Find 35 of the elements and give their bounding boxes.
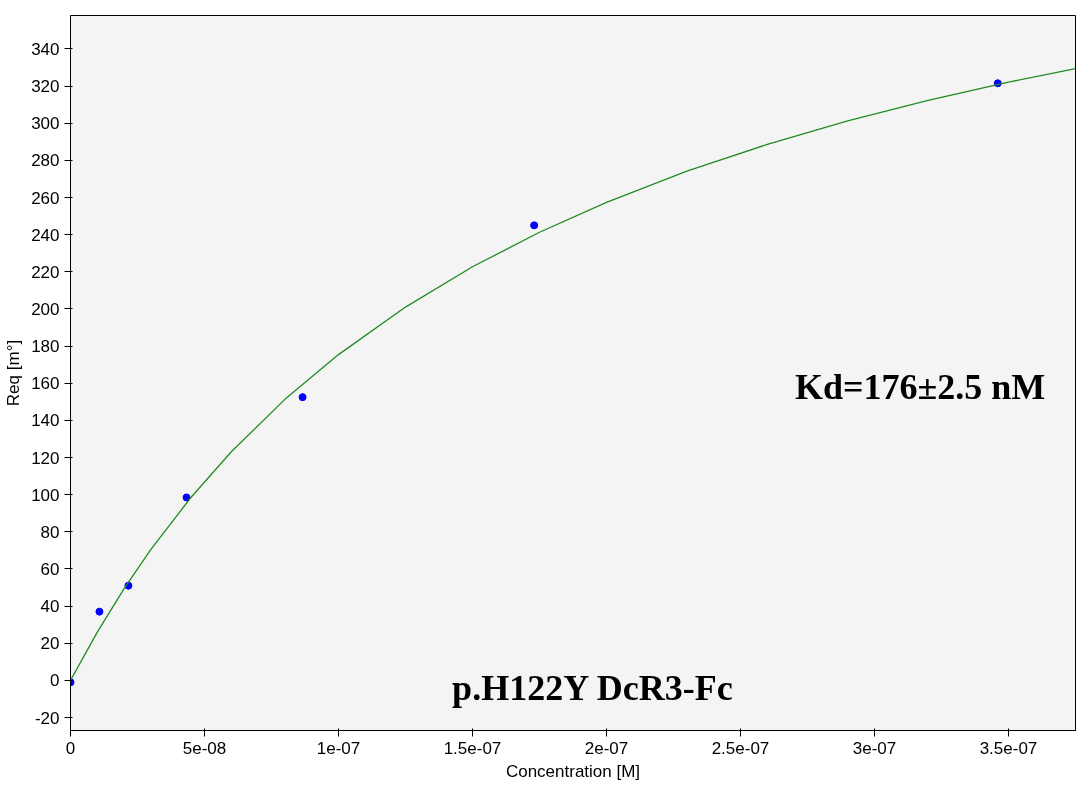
y-tick-label: 300	[31, 114, 60, 134]
y-tick-label: 200	[31, 299, 60, 319]
x-tick-label: 5e-08	[182, 738, 227, 758]
y-tick-label: 40	[40, 597, 60, 617]
x-tick-label: 1.5e-07	[443, 738, 502, 758]
y-tick-label: 140	[31, 411, 60, 431]
x-axis-title: Concentration [M]	[505, 761, 641, 781]
x-tick-label: 3e-07	[852, 738, 897, 758]
y-tick-label: 240	[31, 225, 60, 245]
y-tick-label: 160	[31, 374, 60, 394]
x-tick-label: 2e-07	[584, 738, 629, 758]
y-tick-label: 20	[40, 634, 60, 654]
y-tick-label: 80	[40, 522, 60, 542]
annotation: p.H122Y DcR3-Fc	[452, 667, 733, 708]
x-tick-label: 3.5e-07	[979, 738, 1038, 758]
y-tick-label: 0	[50, 671, 60, 691]
x-tick-label: 1e-07	[316, 738, 361, 758]
y-tick-label: 280	[31, 151, 60, 171]
y-tick-label: 180	[31, 337, 60, 357]
y-tick-label: 120	[31, 448, 60, 468]
y-tick-label: 320	[31, 77, 60, 97]
y-tick-label: 260	[31, 188, 60, 208]
y-tick-label: 220	[31, 262, 60, 282]
point	[530, 221, 539, 230]
y-axis-title: Req [m°]	[4, 339, 24, 407]
x-tick-label: 2.5e-07	[711, 738, 770, 758]
y-tick-label: 60	[40, 559, 60, 579]
y-tick-label: 340	[31, 39, 60, 59]
y-tick-label: 100	[31, 485, 60, 505]
x-tick-label: 0	[65, 738, 76, 758]
point	[298, 393, 307, 402]
annotation: Kd=176±2.5 nM	[795, 367, 1046, 408]
y-tick-label: -20	[34, 708, 60, 728]
point	[182, 493, 191, 502]
point	[95, 607, 104, 616]
